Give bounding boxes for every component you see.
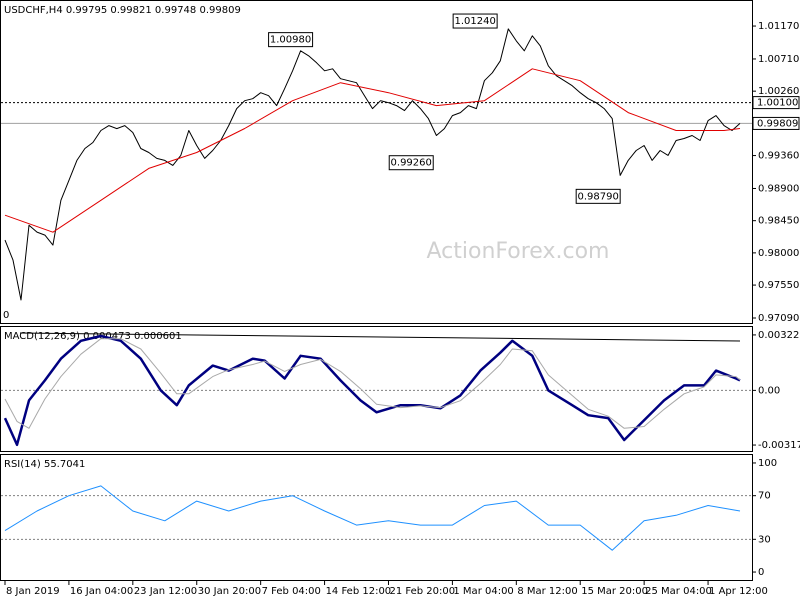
annotation-label: 0.98790 [577,191,618,202]
y-tick-label: 0.00322 [758,330,799,341]
annotation-box [452,13,498,29]
annotation-box [575,188,621,204]
level-label: 1.00100 [757,98,798,109]
x-tick-label: 8 Jan 2019 [6,586,60,597]
x-tick-label: 16 Jan 04:00 [70,586,133,597]
level-label-box [752,96,800,110]
y-tick-label: 0.98450 [758,216,799,227]
rsi-frame [0,454,753,581]
main-frame [0,0,753,324]
low-label: 0 [3,310,9,321]
series-line [4,28,741,301]
y-tick-label: 1.00260 [758,86,799,97]
y-tick-label: 1.00710 [758,54,799,65]
y-tick-label: 0.98000 [758,248,799,259]
y-tick-label: 0.99360 [758,151,799,162]
macd-title: MACD(12,26,9) 0.000473 0.000601 [4,331,182,342]
macd-frame [0,326,753,452]
annotation-label: 1.01240 [454,16,495,27]
annotation-label: 0.99260 [391,158,432,169]
y-tick-label: 30 [758,534,771,545]
annotation-box [388,155,434,171]
level-label: 0.99809 [757,118,798,129]
x-tick-label: 7 Feb 04:00 [262,586,321,597]
x-tick-label: 1 Apr 12:00 [709,586,768,597]
y-tick-label: 1.01170 [758,21,799,32]
trend-line [19,332,741,342]
series-line [4,338,741,429]
series-line [3,334,741,447]
x-tick-label: 15 Mar 20:00 [581,586,648,597]
y-tick-label: 0.97550 [758,280,799,291]
y-tick-label: 0.00 [758,385,780,396]
x-tick-label: 23 Jan 12:00 [134,586,197,597]
y-tick-label: 0.97090 [758,313,799,324]
y-tick-label: 100 [758,458,777,469]
main-title: USDCHF,H4 0.99795 0.99821 0.99748 0.9980… [4,5,241,16]
y-tick-label: 0.98900 [758,183,799,194]
x-tick-label: 25 Mar 04:00 [645,586,712,597]
series-line [4,485,741,551]
y-tick-label: 0 [758,567,764,578]
series-line [4,68,741,233]
x-tick-label: 21 Feb 20:00 [389,586,455,597]
y-tick-label: -0.003174 [758,440,800,451]
y-tick-label: 70 [758,491,771,502]
x-tick-label: 1 Mar 04:00 [453,586,513,597]
watermark: ActionForex.com [427,239,610,264]
annotation-label: 1.00980 [270,35,311,46]
annotation-box [268,32,314,48]
x-tick-label: 30 Jan 20:00 [198,586,261,597]
rsi-title: RSI(14) 55.7041 [4,459,85,470]
x-tick-label: 8 Mar 12:00 [517,586,577,597]
level-label-box [752,116,800,130]
x-tick-label: 14 Feb 12:00 [326,586,392,597]
